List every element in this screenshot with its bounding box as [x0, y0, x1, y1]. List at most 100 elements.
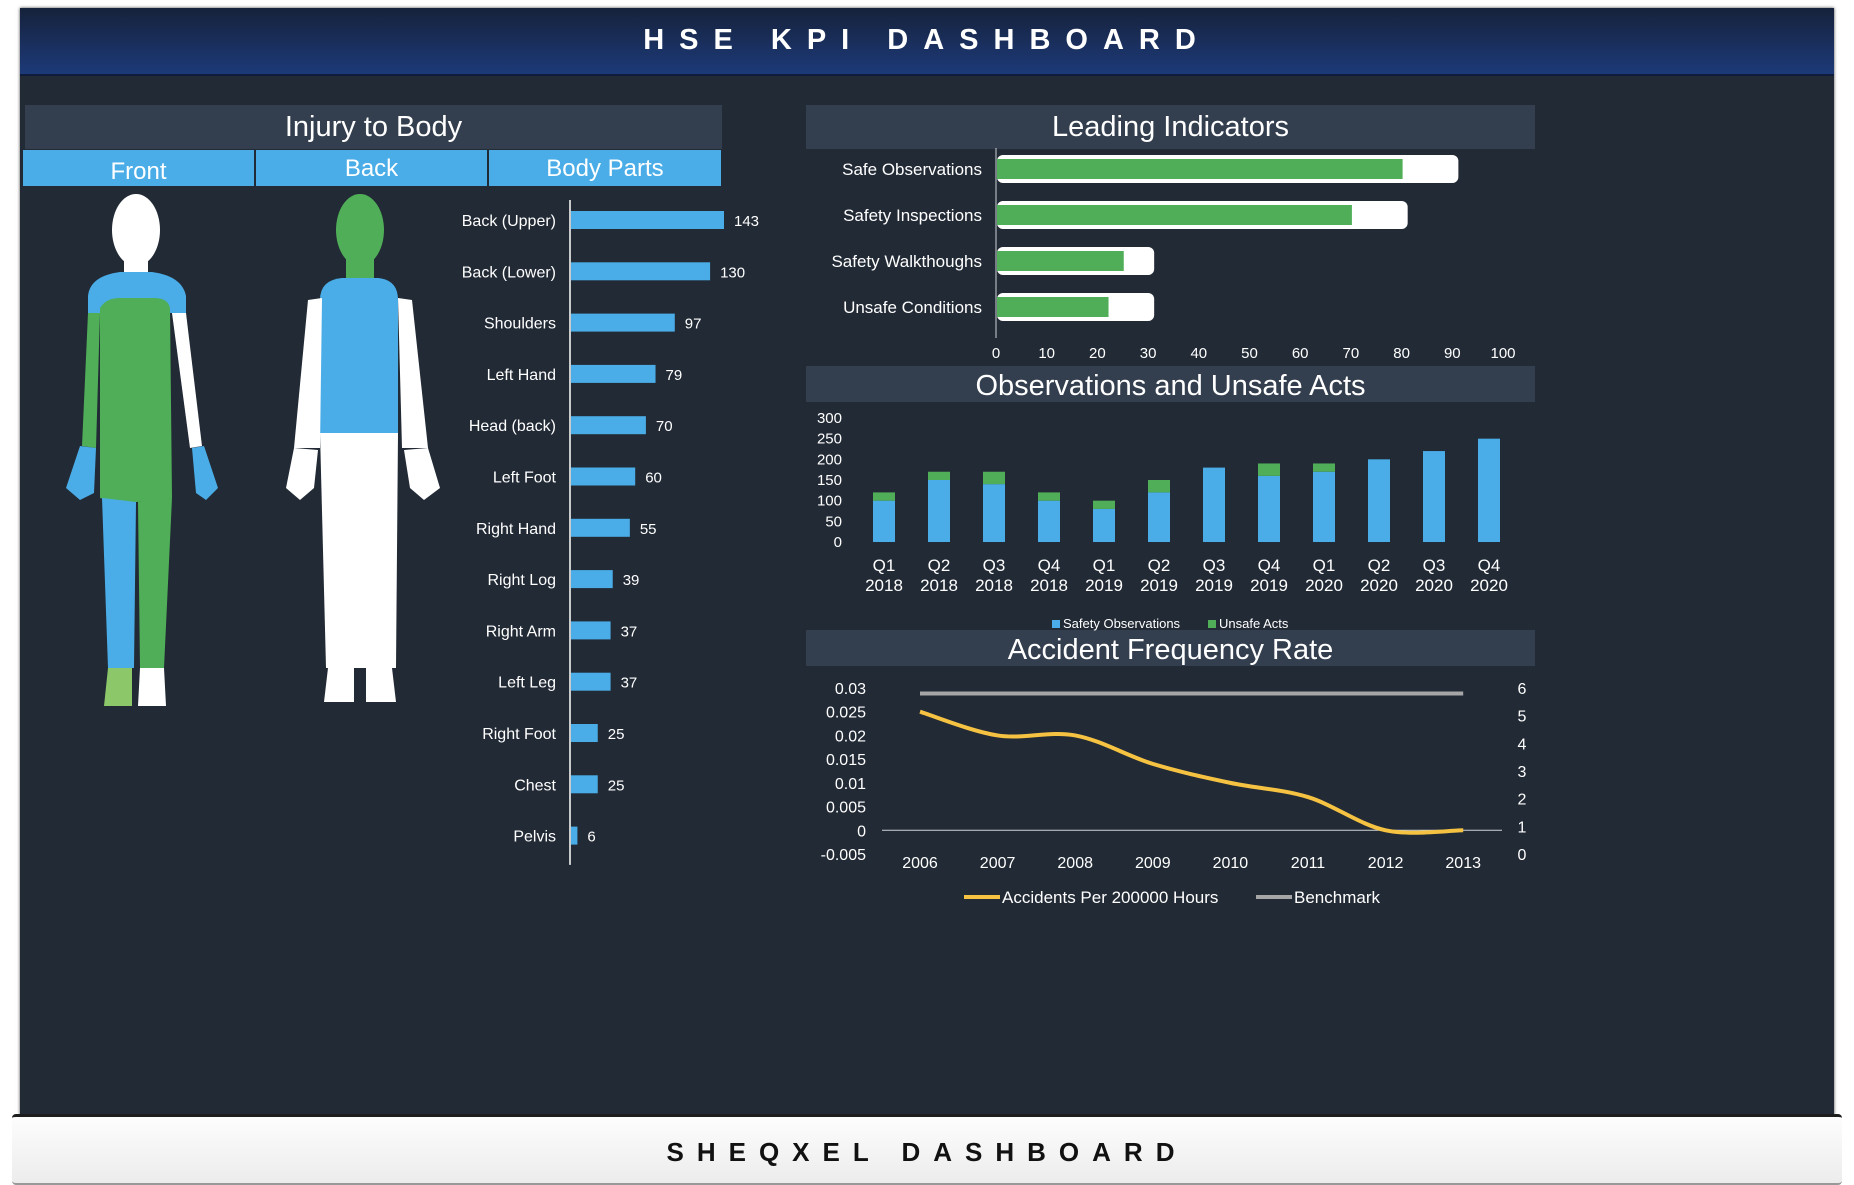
body-part-label: Pelvis [513, 829, 556, 846]
body-part-value: 25 [608, 726, 625, 743]
front-head [112, 194, 160, 266]
obs-y-tick: 200 [817, 451, 842, 468]
obs-bar-safety [1148, 492, 1170, 542]
leading-x-tick: 100 [1490, 345, 1515, 362]
obs-y-tick: 150 [817, 472, 842, 489]
body-part-value: 25 [608, 777, 625, 794]
obs-x-year: 2020 [1415, 576, 1453, 595]
obs-bar-safety [1478, 438, 1500, 542]
body-part-value: 143 [734, 213, 759, 230]
obs-bar-unsafe [928, 471, 950, 480]
body-part-bar [571, 570, 613, 589]
body-part-bar [571, 518, 630, 537]
body-part-value: 130 [720, 264, 745, 281]
body-part-bar [571, 826, 578, 845]
body-part-bar [571, 775, 598, 794]
body-part-value: 55 [640, 521, 657, 538]
afr-y2-tick: 5 [1518, 709, 1527, 726]
front-right-arm [82, 313, 100, 448]
obs-x-year: 2019 [1085, 576, 1123, 595]
leading-category-label: Safe Observations [842, 160, 982, 179]
obs-bar-safety [1093, 508, 1115, 542]
leading-x-tick: 80 [1393, 345, 1410, 362]
afr-x-tick: 2013 [1445, 855, 1481, 872]
body-part-value: 79 [666, 367, 683, 384]
afr-y2-tick: 6 [1518, 681, 1527, 698]
body-part-bar [571, 621, 611, 640]
obs-y-tick: 250 [817, 431, 842, 448]
leading-category-label: Safety Walkthoughs [831, 252, 982, 271]
leading-x-tick: 30 [1140, 345, 1157, 362]
leading-x-tick: 20 [1089, 345, 1106, 362]
body-part-bar [571, 313, 675, 332]
body-part-label: Right Arm [486, 623, 556, 640]
back-upper [320, 278, 398, 433]
obs-x-quarter: Q4 [1038, 556, 1061, 575]
leading-category-label: Unsafe Conditions [843, 298, 982, 317]
leading-x-tick: 50 [1241, 345, 1258, 362]
body-part-label: Right Log [488, 572, 557, 589]
body-parts-chart: Back (Upper) 143 Back (Lower) 130 Shoulders 9… [462, 200, 759, 865]
tab-front[interactable]: Front [23, 150, 254, 186]
obs-legend-swatch-safety [1052, 620, 1060, 628]
body-part-bar [571, 467, 636, 486]
afr-legend-label-accidents: Accidents Per 200000 Hours [1002, 888, 1218, 906]
afr-x-tick: 2010 [1213, 855, 1249, 872]
body-part-label: Left Hand [487, 367, 556, 384]
body-part-label: Left Foot [493, 470, 557, 487]
obs-x-year: 2018 [975, 576, 1013, 595]
accident-frequency-chart: 0.03 0.025 0.02 0.015 0.01 0.005 0 -0.005 6 5 4 3 2 1… [821, 681, 1527, 906]
body-part-bar [571, 262, 711, 281]
obs-x-quarter: Q3 [1423, 556, 1446, 575]
obs-x-year: 2020 [1470, 576, 1508, 595]
back-left-arm [294, 298, 322, 448]
front-chest [100, 298, 172, 502]
obs-bar-safety [1423, 451, 1445, 542]
body-part-label: Left Leg [498, 675, 556, 692]
front-right-hand [66, 446, 96, 500]
afr-x-tick: 2008 [1057, 855, 1093, 872]
body-part-label: Chest [514, 777, 556, 794]
obs-x-year: 2019 [1195, 576, 1233, 595]
obs-x-year: 2019 [1140, 576, 1178, 595]
obs-bar-unsafe [1313, 463, 1335, 472]
obs-x-quarter: Q4 [1258, 556, 1281, 575]
back-left-hand [286, 448, 318, 500]
body-part-label: Back (Upper) [462, 213, 556, 230]
obs-x-year: 2020 [1360, 576, 1398, 595]
afr-x-tick: 2012 [1368, 855, 1404, 872]
obs-x-quarter: Q1 [1093, 556, 1116, 575]
body-part-bar [571, 672, 611, 691]
leading-panel-title: Leading Indicators [806, 105, 1535, 149]
injury-panel-title: Injury to Body [25, 105, 722, 149]
dashboard: HSE KPI DASHBOARD Injury to Body Front B… [20, 8, 1834, 1116]
body-part-value: 97 [685, 316, 702, 333]
afr-y-tick: -0.005 [821, 847, 866, 864]
obs-panel-title: Observations and Unsafe Acts [806, 366, 1535, 402]
tab-body-parts[interactable]: Body Parts [489, 150, 721, 186]
obs-x-year: 2020 [1305, 576, 1343, 595]
front-body-figure [66, 194, 218, 706]
leading-indicators-chart: Safe Observations Safety Inspections Safet… [831, 148, 1516, 362]
front-right-leg [102, 498, 136, 668]
leading-x-tick: 10 [1038, 345, 1055, 362]
afr-x-tick: 2009 [1135, 855, 1171, 872]
body-part-label: Back (Lower) [462, 264, 556, 281]
top-banner: HSE KPI DASHBOARD [20, 8, 1834, 76]
afr-x-tick: 2007 [980, 855, 1016, 872]
obs-bar-safety [983, 484, 1005, 542]
leading-x-tick: 0 [992, 345, 1000, 362]
obs-x-quarter: Q1 [873, 556, 896, 575]
afr-y-tick: 0.015 [826, 752, 866, 769]
footer-title: SHEQXEL DASHBOARD [666, 1137, 1188, 1167]
tab-back[interactable]: Back [256, 150, 487, 186]
body-part-value: 37 [621, 623, 638, 640]
obs-x-quarter: Q3 [983, 556, 1006, 575]
obs-y-tick: 300 [817, 410, 842, 427]
obs-bar-safety [928, 480, 950, 542]
obs-bar-safety [1203, 467, 1225, 542]
obs-x-quarter: Q2 [1148, 556, 1171, 575]
body-part-bar [571, 364, 656, 383]
obs-legend-swatch-unsafe [1208, 620, 1216, 628]
back-neck [346, 258, 374, 280]
